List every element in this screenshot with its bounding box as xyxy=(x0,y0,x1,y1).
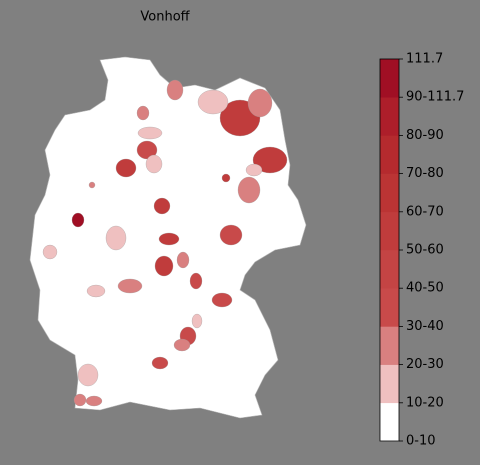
region xyxy=(136,140,158,160)
region xyxy=(252,146,288,174)
region xyxy=(115,158,137,178)
colorbar-label: 0-10 xyxy=(406,434,436,449)
colorbar-label: 80-90 xyxy=(406,128,444,143)
colorbar-band xyxy=(380,364,399,404)
region xyxy=(88,181,96,189)
colorbar-label: 30-40 xyxy=(406,319,444,334)
region xyxy=(153,197,171,215)
region xyxy=(105,225,127,251)
colorbar-band xyxy=(380,135,399,174)
colorbar-band xyxy=(380,211,399,251)
colorbar-label: 50-60 xyxy=(406,243,444,258)
region xyxy=(189,272,203,290)
colorbar-band xyxy=(380,59,399,98)
germany-map xyxy=(29,56,307,419)
region xyxy=(42,244,58,260)
colorbar-band xyxy=(380,97,399,136)
colorbar-label: 111.7 xyxy=(406,52,443,67)
region xyxy=(77,363,99,387)
region xyxy=(73,393,87,407)
colorbar-band xyxy=(380,326,399,365)
colorbar-label: 60-70 xyxy=(406,204,444,219)
colorbar-label: 70-80 xyxy=(406,166,444,181)
region xyxy=(173,338,191,352)
region xyxy=(137,126,163,140)
region xyxy=(237,176,261,204)
region xyxy=(219,224,243,246)
region xyxy=(211,292,233,308)
region xyxy=(154,255,174,277)
region xyxy=(85,395,103,407)
colorbar-label: 20-30 xyxy=(406,357,444,372)
region xyxy=(197,89,229,115)
map-title: Vonhoff xyxy=(140,10,190,25)
region xyxy=(136,105,150,121)
colorbar: 0-10 10-20 20-30 30-40 40-50 50-60 60-70 70-80 8… xyxy=(379,52,464,449)
region xyxy=(151,356,169,370)
colorbar-band xyxy=(380,173,399,213)
colorbar-label: 10-20 xyxy=(406,395,444,410)
region xyxy=(176,251,190,269)
region xyxy=(221,173,231,183)
regions xyxy=(42,79,288,407)
colorbar-band xyxy=(380,288,399,327)
region xyxy=(191,313,203,329)
region xyxy=(71,212,85,228)
region xyxy=(166,79,184,101)
colorbar-label: 40-50 xyxy=(406,281,444,296)
region xyxy=(86,284,106,298)
colorbar-band xyxy=(380,250,399,289)
region xyxy=(245,163,263,177)
region xyxy=(247,88,273,118)
region xyxy=(158,232,180,246)
region xyxy=(145,154,163,174)
colorbar-label: 90-111.7 xyxy=(406,90,464,105)
region xyxy=(117,278,143,294)
colorbar-band xyxy=(380,402,399,442)
